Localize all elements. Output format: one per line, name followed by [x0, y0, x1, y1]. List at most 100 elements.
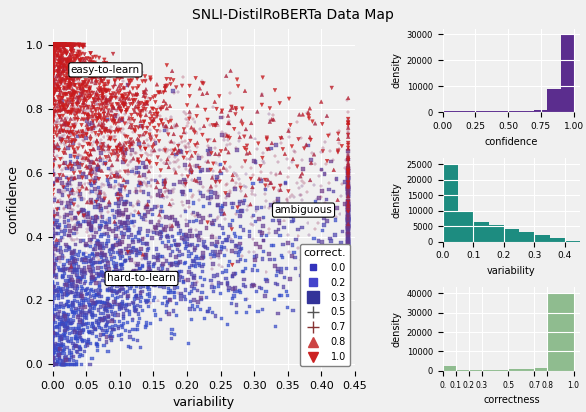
Point	[69, 90, 78, 96]
Point	[88, 89, 98, 96]
Point	[283, 173, 292, 180]
Point	[91, 334, 101, 340]
Point	[74, 332, 84, 339]
Point	[178, 172, 187, 178]
Point	[117, 142, 126, 148]
Point	[322, 268, 332, 274]
Point	[65, 52, 74, 59]
Point	[91, 214, 101, 220]
Point	[106, 252, 115, 258]
Point	[322, 158, 332, 164]
Point	[260, 160, 269, 166]
Point	[343, 183, 353, 190]
Point	[77, 274, 87, 281]
Point	[97, 124, 107, 131]
Point	[123, 276, 132, 282]
Point	[171, 259, 180, 266]
Point	[114, 224, 123, 231]
Point	[48, 42, 57, 48]
Bar	[508, 111, 522, 112]
Point	[343, 152, 353, 159]
Point	[343, 164, 353, 171]
Point	[299, 145, 309, 152]
Point	[115, 241, 124, 248]
Point	[48, 42, 57, 48]
Point	[52, 118, 62, 124]
Point	[274, 186, 284, 193]
Point	[97, 78, 106, 84]
Point	[114, 312, 123, 319]
Point	[84, 153, 94, 159]
Point	[238, 121, 247, 128]
Point	[77, 291, 86, 297]
Point	[64, 54, 74, 60]
Point	[174, 141, 183, 147]
Point	[267, 116, 277, 122]
Point	[163, 234, 173, 241]
Point	[77, 327, 87, 334]
Point	[76, 57, 86, 64]
Point	[245, 233, 254, 239]
Point	[70, 77, 79, 84]
Point	[185, 232, 194, 239]
Point	[59, 261, 69, 268]
Point	[48, 265, 57, 272]
Point	[94, 216, 103, 222]
Point	[79, 154, 88, 161]
Point	[49, 361, 58, 368]
Point	[158, 253, 167, 259]
Point	[48, 300, 57, 307]
Point	[68, 42, 77, 48]
Point	[57, 340, 66, 346]
Point	[69, 279, 78, 285]
Point	[121, 146, 131, 152]
Bar	[469, 370, 482, 371]
Point	[66, 320, 76, 327]
Point	[205, 146, 214, 152]
Point	[100, 148, 110, 154]
Point	[99, 272, 108, 279]
Point	[118, 276, 127, 283]
Point	[70, 342, 80, 349]
Point	[49, 42, 58, 48]
Point	[254, 140, 263, 147]
Point	[54, 267, 64, 274]
Point	[63, 65, 72, 72]
Point	[64, 361, 74, 368]
Point	[48, 230, 57, 236]
Point	[66, 54, 76, 60]
Point	[343, 248, 353, 255]
Point	[67, 46, 76, 53]
Point	[162, 62, 172, 68]
Point	[48, 42, 57, 48]
Point	[86, 69, 95, 76]
Point	[48, 42, 57, 48]
Point	[48, 93, 57, 100]
Point	[90, 325, 100, 332]
Point	[180, 183, 189, 190]
Point	[81, 132, 91, 138]
Point	[60, 361, 69, 368]
Point	[48, 335, 57, 342]
Point	[63, 70, 72, 76]
Point	[52, 42, 61, 48]
Point	[84, 121, 94, 128]
Point	[248, 236, 258, 243]
Point	[48, 42, 57, 49]
Point	[276, 204, 285, 211]
Point	[48, 49, 57, 56]
Point	[79, 71, 88, 78]
Point	[141, 130, 151, 136]
Point	[183, 340, 193, 346]
Point	[86, 151, 95, 157]
Point	[117, 150, 127, 157]
Point	[64, 311, 73, 318]
Point	[95, 102, 104, 109]
Point	[69, 317, 78, 323]
Point	[275, 169, 285, 176]
Point	[171, 145, 180, 152]
Point	[49, 351, 59, 357]
Point	[121, 96, 130, 102]
Point	[53, 116, 63, 122]
Point	[53, 42, 62, 48]
